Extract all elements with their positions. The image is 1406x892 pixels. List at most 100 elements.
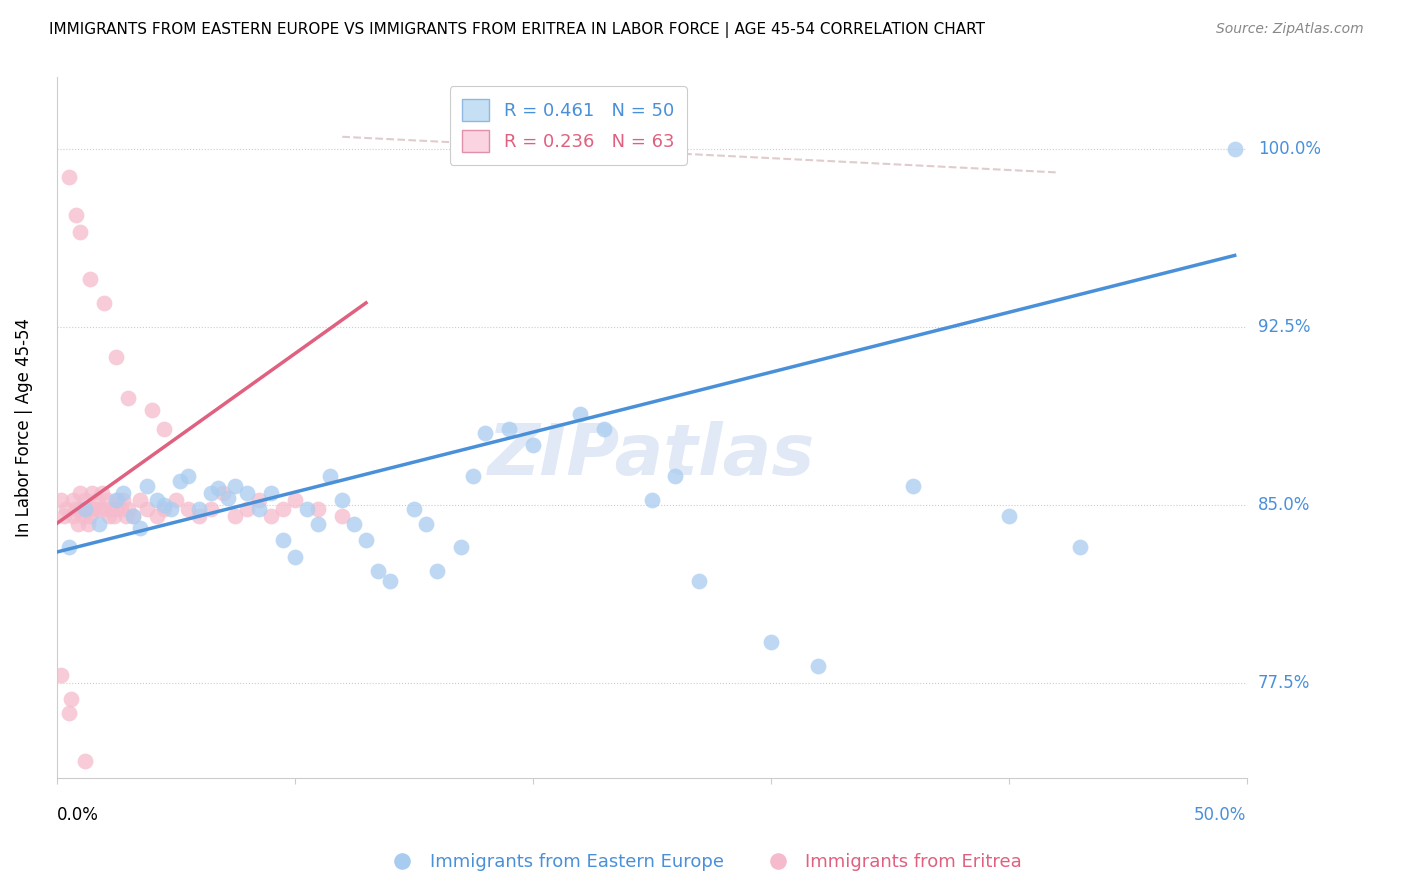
Point [354, 533, 377, 548]
Point [271, 533, 294, 548]
Point [212, 485, 235, 500]
Point [200, 502, 222, 516]
Point [498, 422, 520, 436]
Point [640, 492, 662, 507]
Text: 100.0%: 100.0% [1258, 140, 1320, 158]
Point [51, 492, 73, 507]
Point [75, 502, 97, 516]
Point [176, 469, 198, 483]
Point [86, 492, 108, 507]
Point [76, 502, 98, 516]
Point [51, 668, 73, 682]
Point [152, 498, 174, 512]
Point [200, 485, 222, 500]
Point [65, 502, 87, 516]
Text: Source: ZipAtlas.com: Source: ZipAtlas.com [1216, 22, 1364, 37]
Text: 0.0%: 0.0% [56, 806, 98, 824]
Text: 77.5%: 77.5% [1258, 673, 1310, 691]
Point [367, 564, 389, 578]
Point [136, 478, 159, 492]
Point [112, 492, 135, 507]
Point [247, 492, 270, 507]
Point [165, 492, 187, 507]
Point [247, 502, 270, 516]
Point [79, 509, 101, 524]
Point [58, 706, 80, 721]
Point [271, 502, 294, 516]
Point [114, 509, 136, 524]
Point [136, 502, 159, 516]
Point [75, 492, 97, 507]
Point [110, 502, 132, 516]
Y-axis label: In Labor Force | Age 45-54: In Labor Force | Age 45-54 [15, 318, 32, 537]
Point [224, 509, 246, 524]
Point [93, 502, 115, 516]
Point [236, 502, 259, 516]
Point [89, 516, 111, 531]
Point [96, 492, 118, 507]
Point [319, 469, 342, 483]
Point [415, 516, 437, 531]
Point [284, 492, 307, 507]
Point [83, 502, 105, 516]
Point [807, 659, 830, 673]
Point [105, 502, 128, 516]
Point [105, 492, 128, 507]
Point [152, 422, 174, 436]
Point [89, 502, 111, 516]
Point [307, 502, 329, 516]
Text: IMMIGRANTS FROM EASTERN EUROPE VS IMMIGRANTS FROM ERITREA IN LABOR FORCE | AGE 4: IMMIGRANTS FROM EASTERN EUROPE VS IMMIGR… [49, 22, 986, 38]
Point [188, 509, 211, 524]
Point [145, 509, 167, 524]
Point [93, 296, 115, 310]
Point [593, 422, 616, 436]
Point [903, 478, 925, 492]
Point [69, 485, 91, 500]
Point [378, 574, 401, 588]
Legend: Immigrants from Eastern Europe, Immigrants from Eritrea: Immigrants from Eastern Europe, Immigran… [377, 847, 1029, 879]
Point [343, 516, 366, 531]
Point [307, 516, 329, 531]
Point [75, 754, 97, 768]
Point [664, 469, 686, 483]
Point [117, 502, 139, 516]
Point [105, 351, 128, 365]
Point [295, 502, 318, 516]
Point [121, 509, 143, 524]
Point [75, 502, 97, 516]
Point [461, 469, 484, 483]
Point [176, 502, 198, 516]
Point [330, 509, 353, 524]
Point [52, 509, 75, 524]
Point [100, 502, 122, 516]
Point [103, 509, 125, 524]
Point [69, 502, 91, 516]
Point [121, 509, 143, 524]
Point [426, 564, 449, 578]
Point [569, 408, 592, 422]
Point [117, 391, 139, 405]
Point [112, 485, 135, 500]
Point [1069, 541, 1091, 555]
Point [129, 521, 152, 535]
Point [55, 502, 77, 516]
Point [76, 516, 98, 531]
Text: 50.0%: 50.0% [1194, 806, 1247, 824]
Point [82, 485, 104, 500]
Point [688, 574, 710, 588]
Point [260, 485, 283, 500]
Point [474, 426, 496, 441]
Point [58, 541, 80, 555]
Point [188, 502, 211, 516]
Point [169, 474, 191, 488]
Point [69, 225, 91, 239]
Point [62, 509, 84, 524]
Point [82, 502, 104, 516]
Point [98, 509, 121, 524]
Point [107, 492, 129, 507]
Point [152, 502, 174, 516]
Point [160, 502, 183, 516]
Point [236, 485, 259, 500]
Point [450, 541, 472, 555]
Point [284, 549, 307, 564]
